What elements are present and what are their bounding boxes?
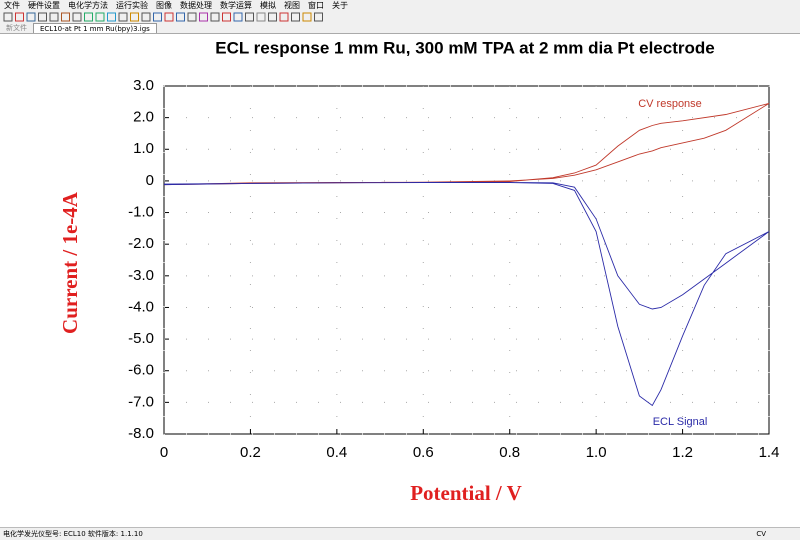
y-tick-label: -7.0	[128, 393, 154, 410]
toolbar-button[interactable]	[141, 12, 151, 22]
menu-item[interactable]: 窗口	[308, 1, 324, 10]
y-tick-label: -3.0	[128, 267, 154, 284]
y-tick-label: 3.0	[133, 77, 154, 94]
chart: ECL response 1 mm Ru, 300 mM TPA at 2 mm…	[0, 34, 800, 527]
menu-item[interactable]: 电化学方法	[68, 1, 108, 10]
x-tick-label: 0	[160, 444, 168, 461]
x-tick-label: 1.4	[759, 444, 780, 461]
toolbar-button[interactable]	[130, 12, 139, 22]
toolbar-button[interactable]	[61, 12, 70, 22]
y-tick-label: 2.0	[133, 109, 154, 126]
menu-item[interactable]: 视图	[284, 1, 300, 10]
menu-item[interactable]: 硬件设置	[28, 1, 60, 10]
toolbar-button[interactable]	[279, 12, 289, 22]
status-mode: CV	[756, 530, 766, 538]
y-tick-label: 0	[146, 172, 154, 189]
toolbar-button[interactable]	[233, 12, 243, 22]
chart-title: ECL response 1 mm Ru, 300 mM TPA at 2 mm…	[215, 38, 714, 57]
menu-item[interactable]: 图像	[156, 1, 172, 10]
plot-frame	[163, 85, 770, 435]
x-tick-label: 0.4	[326, 444, 347, 461]
toolbar-button[interactable]	[314, 12, 323, 22]
toolbar-button[interactable]	[95, 12, 105, 22]
toolbar-button[interactable]	[26, 12, 36, 22]
series-label: ECL Signal	[653, 416, 708, 428]
toolbar-button[interactable]	[72, 12, 82, 22]
toolbar-button[interactable]	[245, 12, 254, 22]
x-tick-label: 0.2	[240, 444, 261, 461]
toolbar-button[interactable]	[210, 12, 220, 22]
y-tick-label: 1.0	[133, 140, 154, 157]
toolbar-button[interactable]	[222, 12, 231, 22]
toolbar-button[interactable]	[176, 12, 185, 22]
toolbar-button[interactable]	[107, 12, 116, 22]
toolbar-button[interactable]	[268, 12, 277, 22]
menu-item[interactable]: 数据处理	[180, 1, 212, 10]
toolbar-button[interactable]	[118, 12, 128, 22]
toolbar-button[interactable]	[199, 12, 208, 22]
menu-item[interactable]: 关于	[332, 1, 348, 10]
y-tick-label: -6.0	[128, 362, 154, 379]
toolbar-button[interactable]	[291, 12, 300, 22]
toolbar-button[interactable]	[15, 12, 24, 22]
toolbar-button[interactable]	[302, 12, 312, 22]
menu-item[interactable]: 文件	[4, 1, 20, 10]
tab[interactable]: ECL10-at Pt 1 mm Ru(bpy)3.igs	[33, 23, 157, 33]
y-tick-label: -5.0	[128, 330, 154, 347]
x-tick-label: 1.0	[586, 444, 607, 461]
y-axis-label: Current / 1e-4A	[58, 191, 82, 334]
x-tick-label: 0.8	[499, 444, 520, 461]
y-tick-label: -1.0	[128, 204, 154, 221]
menu-item[interactable]: 模拟	[260, 1, 276, 10]
menu-bar: 文件 硬件设置 电化学方法 运行实验 图像 数据处理 数学运算 模拟 视图 窗口 关于	[0, 0, 800, 11]
toolbar-button[interactable]	[187, 12, 197, 22]
y-tick-label: -4.0	[128, 298, 154, 315]
toolbar-button[interactable]	[84, 12, 93, 22]
tab[interactable]: 新文件	[6, 24, 27, 32]
data-line	[163, 102, 770, 186]
toolbar-button[interactable]	[153, 12, 162, 22]
tab-bar: 新文件 ECL10-at Pt 1 mm Ru(bpy)3.igs	[0, 23, 800, 34]
y-tick-label: -2.0	[128, 235, 154, 252]
toolbar-button[interactable]	[49, 12, 59, 22]
menu-item[interactable]: 运行实验	[116, 1, 148, 10]
x-tick-label: 1.2	[672, 444, 693, 461]
series-label: CV response	[638, 98, 702, 110]
status-bar: 电化学发光仪型号: ECL10 软件版本: 1.1.10 CV	[0, 527, 800, 539]
data-line	[163, 182, 770, 407]
status-text: 电化学发光仪型号: ECL10 软件版本: 1.1.10	[3, 530, 143, 538]
menu-item[interactable]: 数学运算	[220, 1, 252, 10]
x-tick-label: 0.6	[413, 444, 434, 461]
toolbar-button[interactable]	[3, 12, 13, 22]
toolbar	[3, 12, 323, 22]
toolbar-button[interactable]	[256, 12, 266, 22]
x-axis-label: Potential / V	[410, 481, 522, 505]
toolbar-button[interactable]	[164, 12, 174, 22]
y-tick-label: -8.0	[128, 425, 154, 442]
toolbar-button[interactable]	[38, 12, 47, 22]
